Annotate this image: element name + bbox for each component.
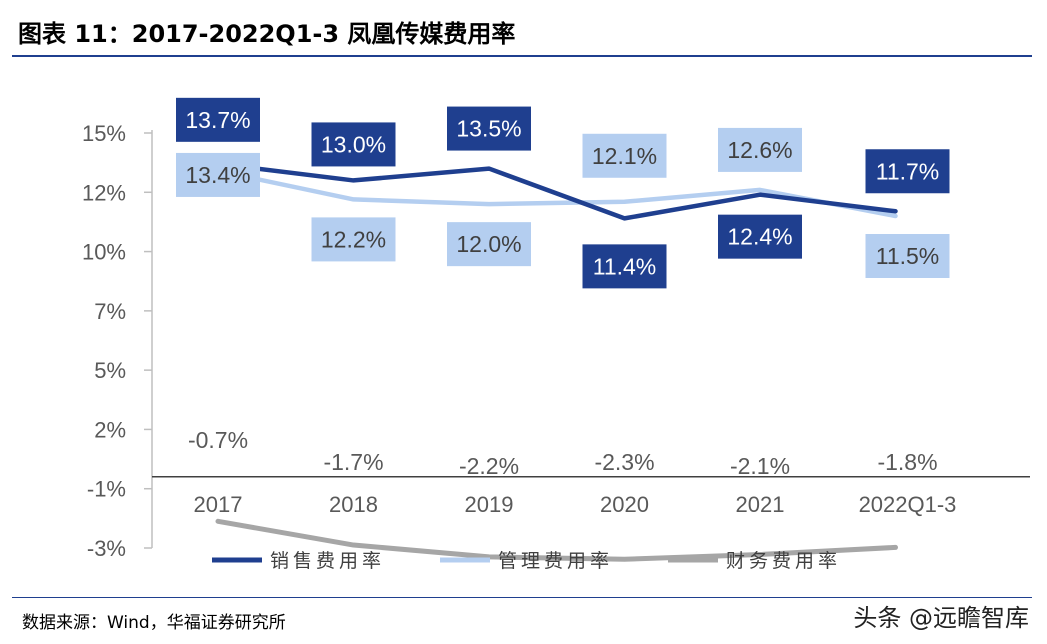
legend-item: 管理费用率 [440, 550, 613, 572]
finance-data-label: -2.2% [459, 453, 519, 479]
svg-text:13.7%: 13.7% [185, 107, 250, 133]
finance-data-label: -0.7% [188, 427, 248, 453]
sales-data-label: 13.0% [311, 122, 396, 167]
legend-item: 销售费用率 [212, 550, 385, 572]
admin-data-label: 12.0% [447, 222, 531, 267]
expense-ratio-chart: 15%12%10%7%5%2%-1%-3% 2017 2018 2019 2020 20… [82, 97, 1030, 572]
svg-text:12.6%: 12.6% [727, 137, 792, 163]
finance-data-label: -2.3% [594, 449, 654, 475]
footer-divider [12, 597, 1032, 598]
y-tick-labels: 15% 12% 10% 7% 5% 2% -1% -3% [82, 121, 152, 561]
y-tick-label: -3% [87, 536, 126, 561]
svg-text:销售费用率: 销售费用率 [270, 550, 385, 572]
x-tick-labels: 2017 2018 2019 2020 2021 2022Q1-3 [194, 492, 957, 517]
chart-title: 图表 11：2017-2022Q1-3 凤凰传媒费用率 [18, 20, 516, 48]
y-tick-label: 10% [82, 240, 126, 265]
sales-ratio-line [215, 161, 898, 221]
legend-item: 财务费用率 [668, 550, 841, 572]
sales-data-label: 12.4% [718, 214, 802, 259]
admin-ratio-line [215, 168, 898, 219]
admin-data-label: 13.4% [176, 152, 260, 197]
sales-data-label: 13.7% [176, 97, 260, 142]
data-labels: 13.7% 13.0% 13.5% 11.4% 12.4% 11.7% 13.4% 12.2%… [176, 97, 950, 479]
sales-data-label: 11.7% [865, 149, 950, 194]
admin-data-label: 12.1% [582, 133, 667, 178]
svg-text:11.5%: 11.5% [876, 243, 940, 269]
admin-data-label: 11.5% [865, 234, 950, 278]
svg-text:13.4%: 13.4% [185, 162, 250, 188]
finance-data-label: -1.8% [877, 449, 937, 475]
y-tick-label: 12% [82, 180, 126, 205]
x-tick-label: 2017 [194, 492, 243, 517]
legend: 销售费用率 管理费用率 财务费用率 [212, 550, 841, 572]
svg-text:管理费用率: 管理费用率 [498, 550, 613, 572]
svg-text:12.1%: 12.1% [592, 143, 657, 169]
x-tick-label: 2018 [329, 492, 378, 517]
admin-data-label: 12.6% [718, 127, 802, 172]
x-tick-label: 2020 [600, 492, 649, 517]
svg-text:11.7%: 11.7% [876, 158, 940, 184]
svg-text:12.0%: 12.0% [456, 231, 521, 257]
svg-text:13.5%: 13.5% [456, 116, 521, 142]
sales-data-label: 13.5% [447, 106, 531, 151]
finance-data-label: -2.1% [730, 453, 790, 479]
source-note: 数据来源：Wind，华福证券研究所 [22, 613, 286, 633]
svg-text:11.4%: 11.4% [593, 253, 657, 279]
y-tick-label: -1% [87, 477, 126, 502]
sales-data-label: 11.4% [582, 244, 667, 289]
x-tick-label: 2022Q1-3 [859, 492, 957, 517]
y-tick-label: 5% [94, 358, 126, 383]
svg-text:13.0%: 13.0% [321, 131, 386, 157]
y-tick-label: 15% [82, 121, 126, 146]
svg-text:12.4%: 12.4% [727, 224, 792, 250]
title-divider [12, 55, 1032, 57]
series-lines [215, 161, 898, 562]
y-tick-label: 2% [94, 417, 126, 442]
finance-data-label: -1.7% [323, 449, 383, 475]
y-tick-label: 7% [94, 299, 126, 324]
x-tick-label: 2019 [465, 492, 514, 517]
svg-text:12.2%: 12.2% [321, 226, 386, 252]
x-tick-label: 2021 [736, 492, 785, 517]
svg-text:财务费用率: 财务费用率 [726, 550, 841, 572]
admin-data-label: 12.2% [311, 217, 396, 262]
watermark: 头条 @远瞻智库 [853, 604, 1029, 632]
finance-ratio-line [215, 518, 898, 562]
